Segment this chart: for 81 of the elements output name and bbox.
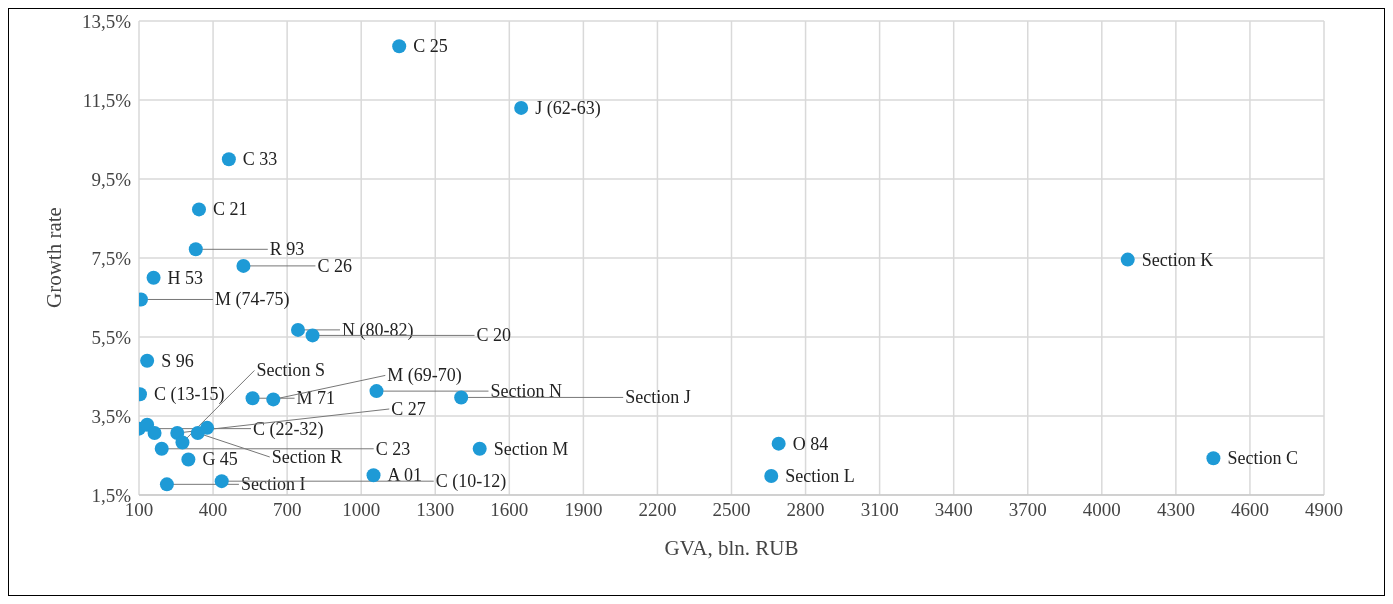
annotation: C (10-12) bbox=[435, 471, 507, 493]
annotation: Section N bbox=[490, 381, 562, 402]
y-axis-title: Growth rate bbox=[42, 207, 67, 308]
point bbox=[146, 270, 161, 285]
x-tick-label: 4000 bbox=[1082, 499, 1121, 521]
point bbox=[1206, 451, 1221, 466]
annotation: M (69-70) bbox=[387, 365, 462, 387]
point bbox=[369, 384, 384, 399]
point bbox=[290, 322, 305, 337]
y-tick-label: 11,5% bbox=[82, 89, 132, 111]
y-tick-label: 7,5% bbox=[91, 247, 132, 269]
x-tick-label: 2200 bbox=[638, 499, 677, 521]
point bbox=[147, 425, 162, 440]
annotation: O 84 bbox=[792, 433, 829, 454]
annotation: Section L bbox=[785, 466, 855, 487]
annotation: A 01 bbox=[387, 465, 423, 486]
annotation: C (22-32) bbox=[253, 418, 324, 440]
annotation: N (80-82) bbox=[341, 319, 414, 341]
y-tick-label: 3,5% bbox=[91, 405, 132, 427]
x-tick-label: 700 bbox=[272, 499, 302, 521]
annotation: Section I bbox=[240, 474, 306, 495]
annotation: Section C bbox=[1227, 448, 1298, 469]
annotation: Section S bbox=[256, 360, 325, 381]
x-tick-label: 1900 bbox=[564, 499, 603, 521]
x-tick-label: 3400 bbox=[934, 499, 973, 521]
annotation: C (13-15) bbox=[153, 384, 225, 406]
point bbox=[245, 391, 260, 406]
x-tick-label: 4900 bbox=[1305, 499, 1343, 521]
point bbox=[200, 420, 215, 435]
annotation: G 45 bbox=[202, 449, 238, 470]
point bbox=[221, 152, 236, 167]
y-tick-label: 5,5% bbox=[91, 326, 132, 348]
annotation: Section K bbox=[1141, 249, 1214, 270]
annotation: H 53 bbox=[167, 267, 204, 288]
point bbox=[175, 435, 190, 450]
point bbox=[140, 353, 155, 368]
y-tick-label: 9,5% bbox=[91, 168, 132, 190]
annotation: M (74-75) bbox=[214, 289, 290, 311]
y-tick-label: 13,5% bbox=[81, 10, 132, 32]
x-tick-label: 1600 bbox=[490, 499, 529, 521]
point bbox=[392, 39, 407, 54]
annotation: M 71 bbox=[296, 388, 336, 409]
annotation: C 26 bbox=[317, 255, 352, 276]
x-axis-title: GVA, bln. RUB bbox=[664, 536, 799, 560]
x-tick-label: 2800 bbox=[786, 499, 825, 521]
annotation: C 23 bbox=[375, 438, 411, 459]
point bbox=[305, 328, 320, 343]
annotation: Section M bbox=[493, 438, 569, 459]
point bbox=[154, 441, 169, 456]
annotation: C 33 bbox=[242, 149, 278, 170]
point bbox=[472, 441, 487, 456]
x-tick-label: 1000 bbox=[342, 499, 381, 521]
annotation: R 93 bbox=[269, 239, 305, 260]
point bbox=[771, 436, 786, 451]
point bbox=[188, 242, 203, 257]
x-tick-label: 3700 bbox=[1008, 499, 1047, 521]
point bbox=[214, 474, 229, 489]
point bbox=[514, 100, 529, 115]
x-tick-label: 4300 bbox=[1156, 499, 1195, 521]
annotation: C 21 bbox=[212, 199, 248, 220]
annotation: C 20 bbox=[476, 325, 512, 346]
point bbox=[191, 202, 206, 217]
x-tick-label: 4600 bbox=[1230, 499, 1269, 521]
x-tick-label: 1300 bbox=[416, 499, 455, 521]
annotation: J (62-63) bbox=[535, 97, 601, 119]
point bbox=[159, 477, 174, 492]
annotation: Section R bbox=[271, 446, 343, 467]
point bbox=[764, 469, 779, 484]
point bbox=[366, 468, 381, 483]
point bbox=[1120, 252, 1135, 267]
x-tick-label: 3100 bbox=[860, 499, 899, 521]
annotation: C 25 bbox=[413, 36, 448, 57]
point bbox=[236, 258, 251, 273]
x-tick-label: 400 bbox=[198, 499, 228, 521]
point bbox=[181, 452, 196, 467]
point bbox=[454, 390, 469, 405]
annotation: S 96 bbox=[161, 350, 194, 371]
annotation: C 27 bbox=[391, 398, 426, 419]
x-tick-label: 2500 bbox=[712, 499, 751, 521]
point bbox=[266, 392, 281, 407]
annotation: Section J bbox=[625, 387, 691, 408]
